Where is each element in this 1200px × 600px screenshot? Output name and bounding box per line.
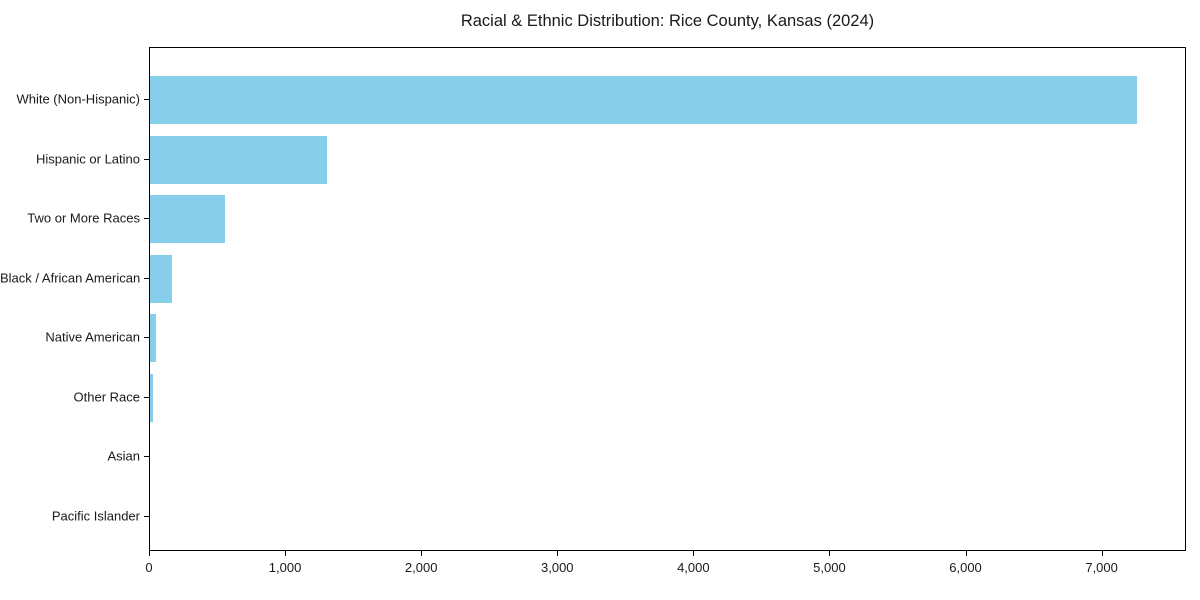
x-tick-label: 2,000 [404,560,438,575]
bar [150,373,154,422]
y-tick-label: Two or More Races [27,210,140,226]
x-tick-label: 3,000 [540,560,574,575]
plot-area [149,47,1186,551]
y-tick-mark [144,99,149,100]
x-tick-mark [1101,551,1103,556]
x-tick-mark [693,551,695,556]
y-tick-mark [144,277,149,279]
bar [150,135,327,184]
x-tick-mark [149,551,150,556]
x-tick-mark [557,551,559,556]
x-tick-label: 1,000 [268,560,302,575]
x-tick-mark [829,551,831,556]
y-tick-label: Pacific Islander [51,508,140,523]
x-tick-label: 4,000 [677,560,710,575]
y-tick-label: Other Race [73,389,140,404]
y-tick-mark [144,337,149,338]
y-tick-mark [144,456,149,457]
bar [150,314,157,362]
bar [150,76,1137,124]
bar [150,254,173,303]
y-tick-label: Asian [107,448,140,464]
y-tick-mark [144,396,149,398]
x-tick-label: 6,000 [949,560,982,575]
y-tick-label: Black / African American [0,270,141,285]
y-tick-mark [144,158,149,160]
x-tick-mark [965,551,967,556]
y-tick-label: White (Non-Hispanic) [16,91,140,107]
x-tick-mark [421,551,423,556]
y-tick-mark [144,515,149,517]
x-tick-label: 5,000 [813,560,846,575]
y-tick-label: Native American [45,329,140,345]
bar [150,195,225,243]
y-tick-mark [144,218,149,219]
y-tick-label: Hispanic or Latino [35,151,140,166]
chart-title: Racial & Ethnic Distribution: Rice Count… [460,12,875,30]
x-tick-label: 7,000 [1085,560,1118,575]
x-tick-label: 0 [145,560,153,575]
x-tick-mark [285,551,287,556]
